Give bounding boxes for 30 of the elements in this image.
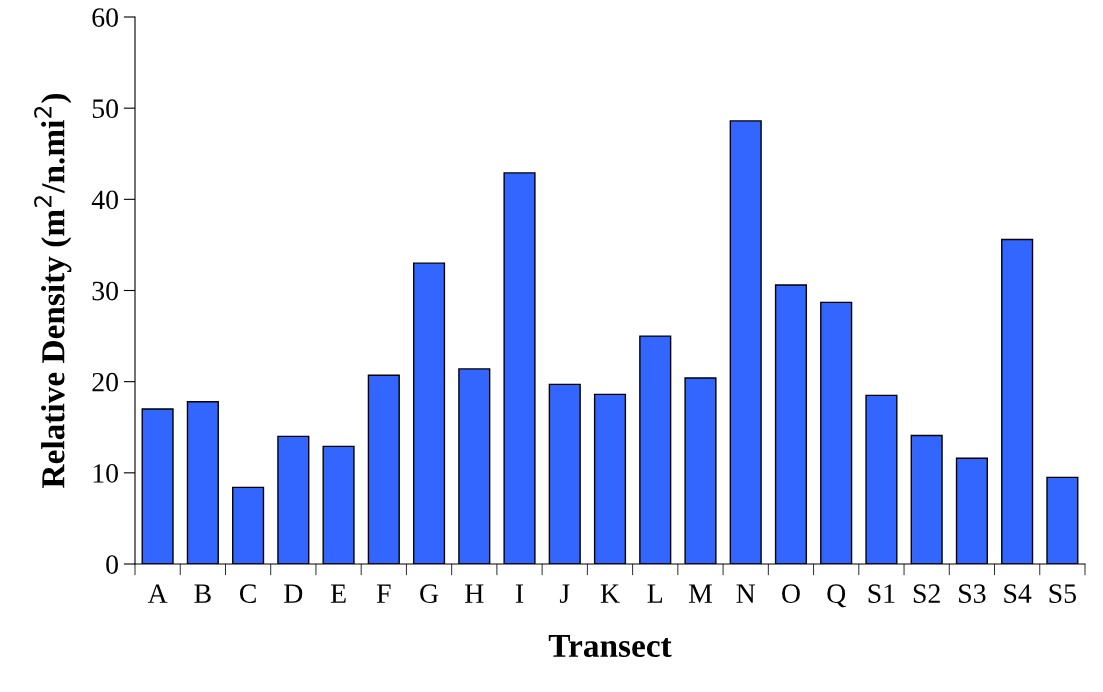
y-tick-label: 0 (106, 555, 118, 574)
x-tick-label: J (559, 584, 570, 603)
y-tick-label: 20 (92, 372, 118, 392)
x-tick-label: E (330, 584, 346, 603)
x-tick-label: N (736, 584, 756, 603)
x-tick-label: D (284, 584, 303, 603)
x-tick-label: L (647, 584, 663, 603)
y-tick-label: 10 (93, 464, 118, 483)
x-tick-label: I (515, 584, 524, 603)
x-tick-label: S2 (913, 584, 940, 603)
x-tick-label: Q (827, 584, 846, 608)
x-tick-label: G (420, 584, 439, 603)
x-axis-title: Transect (548, 634, 672, 658)
x-tick-label: S4 (1004, 584, 1032, 603)
x-tick-label: F (376, 584, 391, 603)
x-tick-label: B (194, 584, 211, 603)
y-axis-title: Relative Density (m$^{2}$/n.mi$^{2}$) (34, 93, 72, 488)
x-tick-label: S1 (868, 584, 895, 603)
y-tick-label: 50 (92, 99, 118, 119)
x-tick-label: A (147, 584, 168, 603)
x-tick-label: S5 (1049, 584, 1076, 603)
x-tick-label: H (465, 584, 484, 603)
y-tick-label: 40 (91, 190, 118, 210)
x-tick-label: S3 (959, 584, 986, 603)
y-tick-label: 30 (92, 281, 118, 301)
y-tick-label: 60 (92, 8, 118, 27)
x-tick-label: K (600, 584, 620, 603)
x-tick-label: C (239, 584, 256, 603)
x-tick-label: O (782, 584, 800, 603)
x-tick-label: M (688, 584, 713, 603)
